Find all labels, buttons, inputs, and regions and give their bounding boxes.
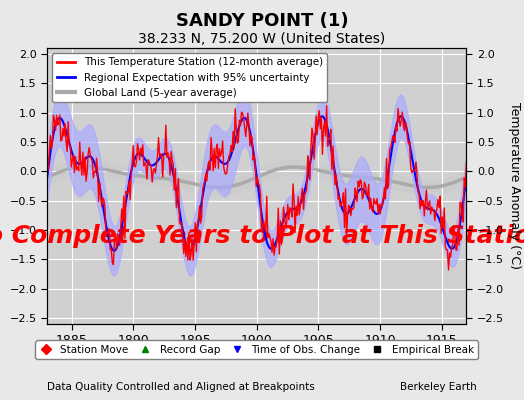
- Text: No Complete Years to Plot at This Station: No Complete Years to Plot at This Statio…: [0, 224, 524, 248]
- Text: 38.233 N, 75.200 W (United States): 38.233 N, 75.200 W (United States): [138, 32, 386, 46]
- Legend: Station Move, Record Gap, Time of Obs. Change, Empirical Break: Station Move, Record Gap, Time of Obs. C…: [36, 340, 478, 359]
- Text: SANDY POINT (1): SANDY POINT (1): [176, 12, 348, 30]
- Legend: This Temperature Station (12-month average), Regional Expectation with 95% uncer: This Temperature Station (12-month avera…: [52, 53, 327, 102]
- Text: Berkeley Earth: Berkeley Earth: [400, 382, 477, 392]
- Text: Data Quality Controlled and Aligned at Breakpoints: Data Quality Controlled and Aligned at B…: [47, 382, 315, 392]
- Y-axis label: Temperature Anomaly (°C): Temperature Anomaly (°C): [508, 102, 520, 270]
